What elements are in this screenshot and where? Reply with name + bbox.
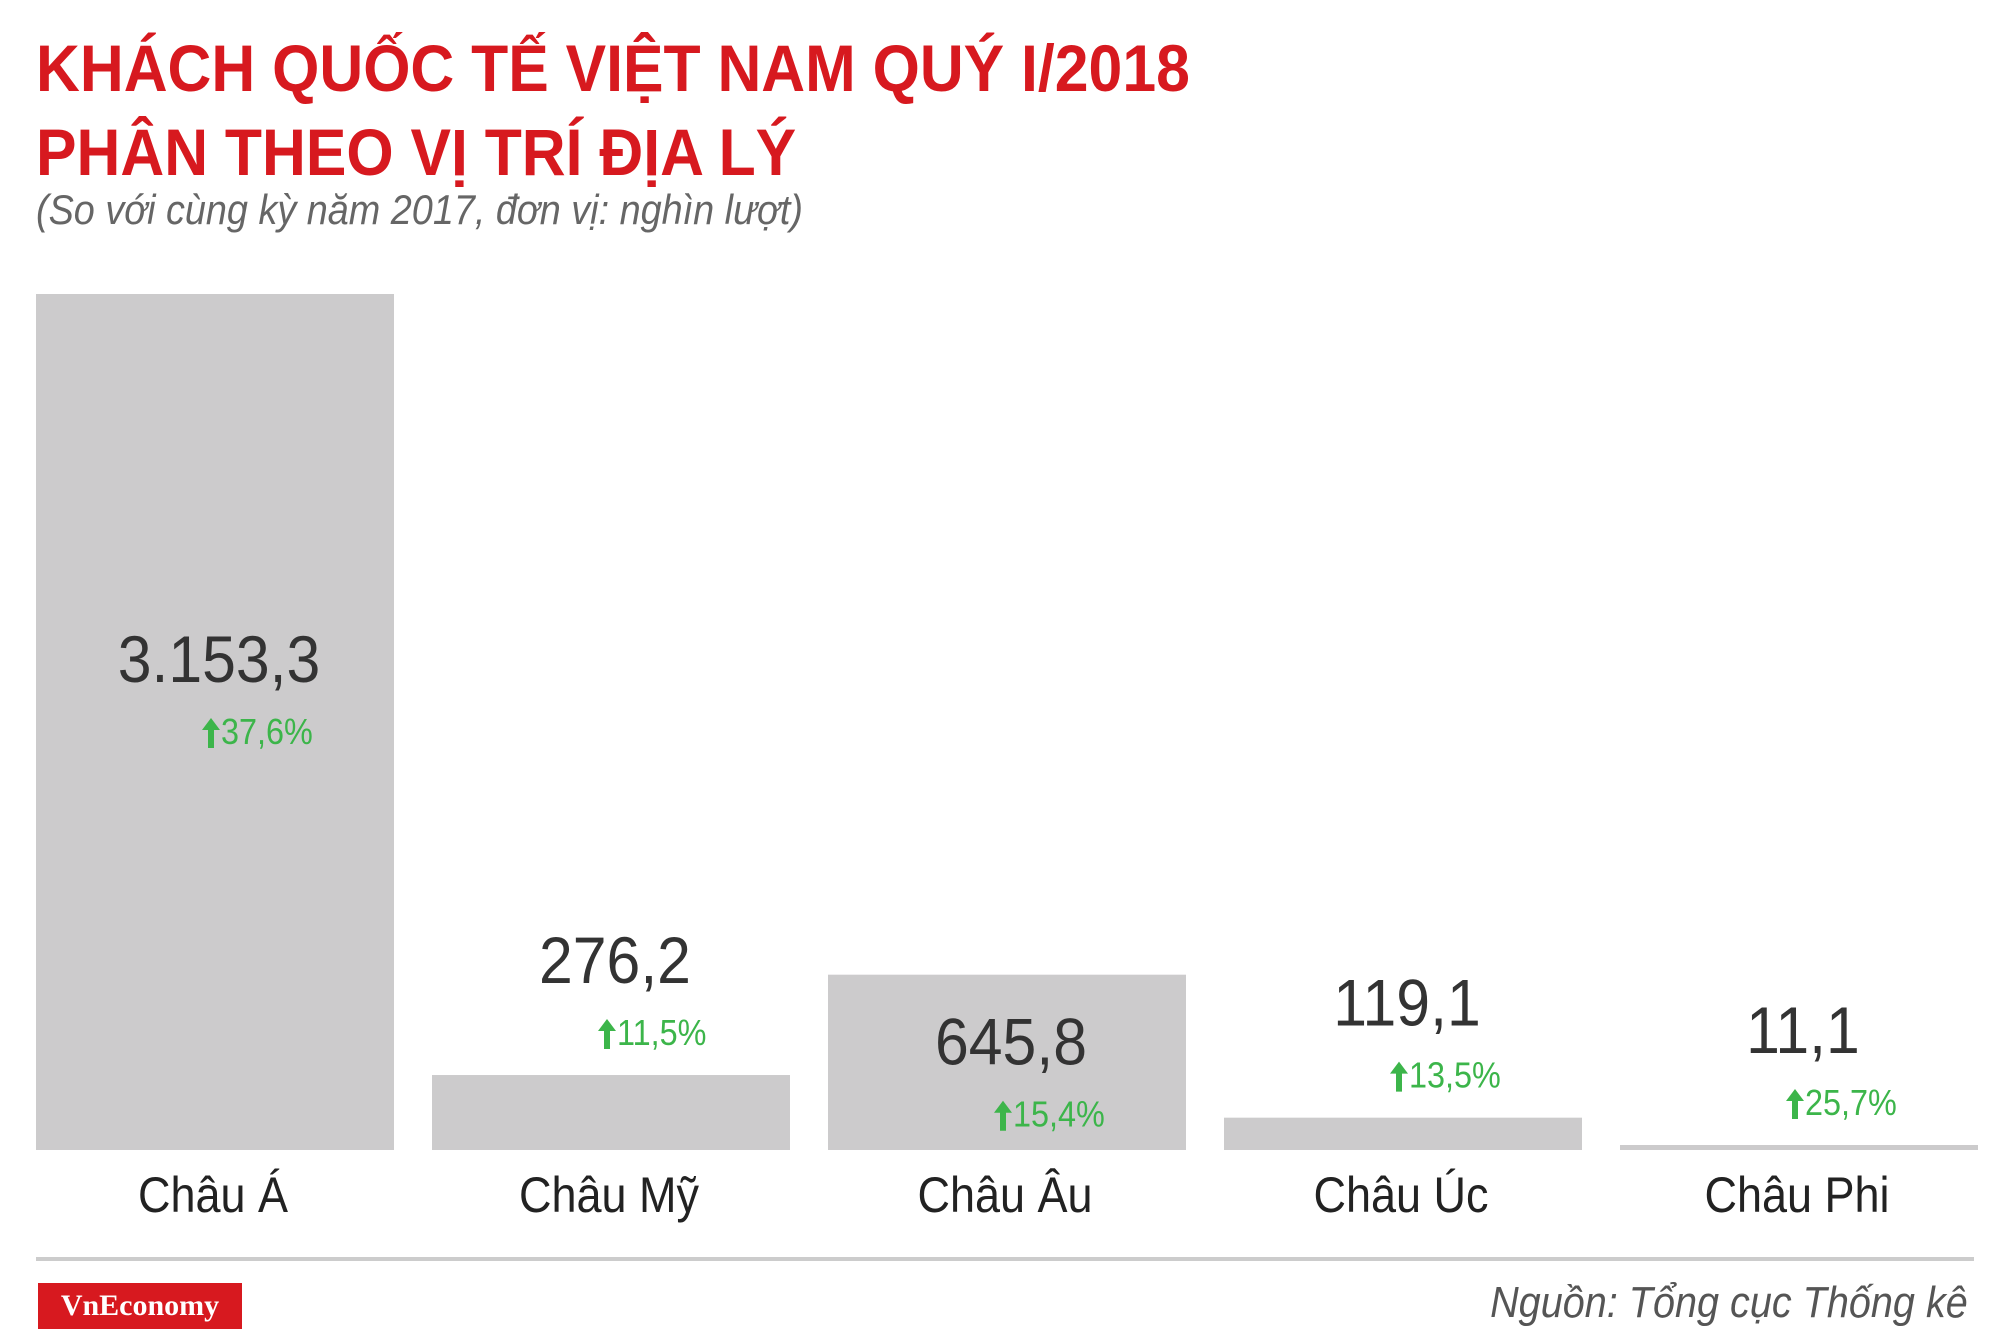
category-label-2: Châu Mỹ xyxy=(519,1168,699,1224)
chart-subtitle: (So với cùng kỳ năm 2017, đơn vị: nghìn … xyxy=(36,186,803,233)
bottom-divider xyxy=(36,1257,1974,1261)
change-label-2: 11,5% xyxy=(617,1013,706,1053)
change-label-4: 13,5% xyxy=(1409,1056,1501,1096)
change-label-3: 15,4% xyxy=(1013,1095,1105,1135)
category-label-5: Châu Phi xyxy=(1704,1168,1889,1224)
bar-2 xyxy=(432,1075,790,1150)
up-arrow-icon xyxy=(1390,1061,1408,1092)
change-label-5: 25,7% xyxy=(1805,1083,1897,1123)
value-label-5: 11,1 xyxy=(1746,995,1860,1068)
value-label-4: 119,1 xyxy=(1333,967,1480,1040)
source-note: Nguồn: Tổng cục Thống kê xyxy=(1490,1278,1968,1327)
up-arrow-icon xyxy=(202,718,220,748)
bar-4 xyxy=(1224,1117,1582,1150)
value-label-3: 645,8 xyxy=(935,1006,1087,1079)
up-arrow-icon xyxy=(1786,1089,1804,1119)
chart-title-line-2: PHÂN THEO VỊ TRÍ ĐỊA LÝ xyxy=(36,115,797,189)
bar-1 xyxy=(36,294,394,1150)
chart-title: KHÁCH QUỐC TẾ VIỆT NAM QUÝ I/2018 PHÂN T… xyxy=(36,26,1190,194)
change-label-1: 37,6% xyxy=(221,712,313,752)
vneconomy-logo: VnEconomy xyxy=(38,1283,242,1329)
chart-title-line-1: KHÁCH QUỐC TẾ VIỆT NAM QUÝ I/2018 xyxy=(36,31,1190,105)
value-label-1: 3.153,3 xyxy=(118,624,321,697)
up-arrow-icon xyxy=(598,1019,616,1050)
category-label-3: Châu Âu xyxy=(917,1167,1092,1224)
category-label-1: Châu Á xyxy=(138,1168,288,1224)
value-label-2: 276,2 xyxy=(539,925,691,998)
category-label-4: Châu Úc xyxy=(1313,1167,1488,1224)
up-arrow-icon xyxy=(994,1100,1012,1131)
bar-3 xyxy=(828,974,1186,1150)
bar-5 xyxy=(1620,1145,1978,1150)
